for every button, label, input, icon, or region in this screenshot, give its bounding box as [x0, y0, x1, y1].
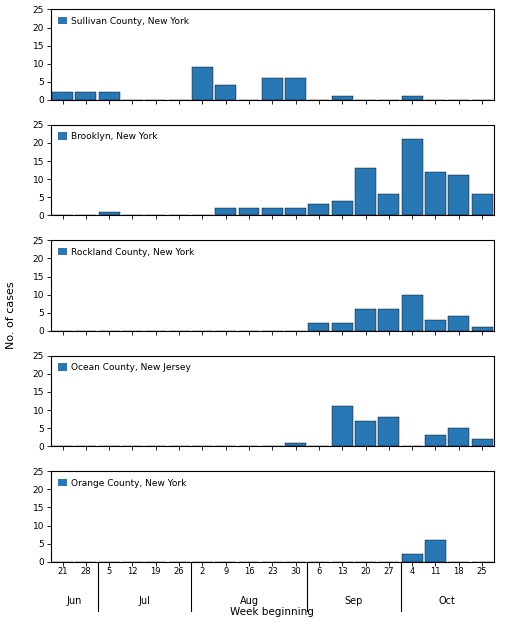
- Bar: [425, 320, 446, 331]
- Bar: [355, 421, 376, 446]
- Legend: Rockland County, New York: Rockland County, New York: [55, 245, 196, 259]
- Bar: [425, 172, 446, 215]
- Bar: [332, 96, 353, 100]
- Bar: [402, 295, 422, 331]
- Bar: [192, 68, 213, 100]
- Bar: [471, 327, 493, 331]
- Bar: [332, 324, 353, 331]
- Bar: [52, 93, 73, 100]
- Bar: [425, 540, 446, 562]
- Bar: [285, 208, 306, 215]
- Bar: [448, 175, 469, 215]
- Text: No. of cases: No. of cases: [6, 281, 16, 350]
- Text: Aug: Aug: [240, 596, 259, 606]
- Bar: [448, 316, 469, 331]
- Bar: [471, 194, 493, 215]
- Bar: [448, 428, 469, 446]
- Bar: [355, 309, 376, 331]
- Legend: Sullivan County, New York: Sullivan County, New York: [55, 14, 191, 28]
- Bar: [471, 439, 493, 446]
- Bar: [332, 201, 353, 215]
- Legend: Orange County, New York: Orange County, New York: [55, 476, 189, 490]
- X-axis label: Week beginning: Week beginning: [231, 606, 314, 616]
- Text: Oct: Oct: [439, 596, 456, 606]
- Bar: [215, 208, 236, 215]
- Bar: [262, 78, 283, 100]
- Bar: [285, 442, 306, 446]
- Bar: [99, 93, 120, 100]
- Bar: [215, 85, 236, 100]
- Legend: Ocean County, New Jersey: Ocean County, New Jersey: [55, 360, 193, 375]
- Text: Jul: Jul: [138, 596, 150, 606]
- Text: Jun: Jun: [67, 596, 82, 606]
- Bar: [308, 204, 329, 215]
- Legend: Brooklyn, New York: Brooklyn, New York: [55, 129, 160, 144]
- Bar: [75, 93, 96, 100]
- Bar: [99, 211, 120, 215]
- Bar: [332, 406, 353, 446]
- Bar: [262, 208, 283, 215]
- Text: Sep: Sep: [345, 596, 363, 606]
- Bar: [378, 309, 400, 331]
- Bar: [308, 324, 329, 331]
- Bar: [378, 417, 400, 446]
- Bar: [285, 78, 306, 100]
- Bar: [355, 168, 376, 215]
- Bar: [378, 194, 400, 215]
- Bar: [425, 435, 446, 446]
- Bar: [239, 208, 260, 215]
- Bar: [402, 139, 422, 215]
- Bar: [402, 96, 422, 100]
- Bar: [402, 555, 422, 562]
